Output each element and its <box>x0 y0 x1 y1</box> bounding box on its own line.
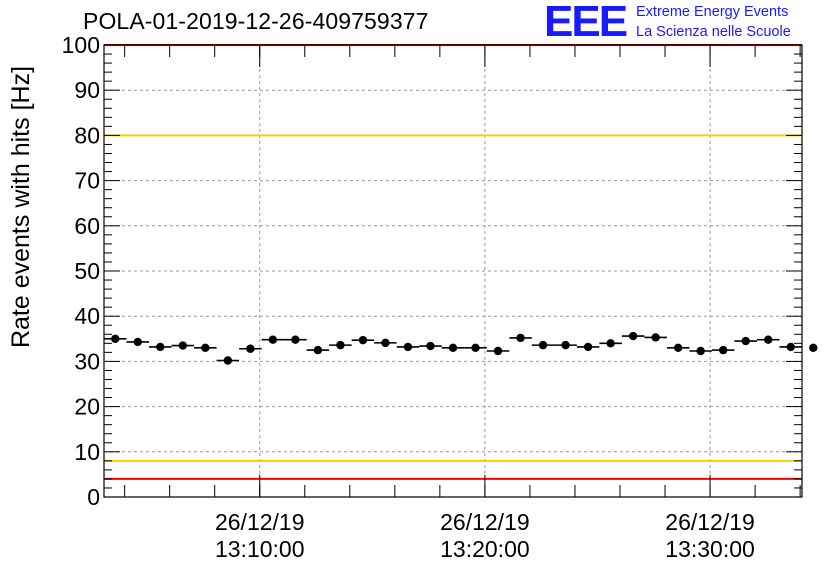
data-point <box>358 335 368 345</box>
data-point <box>336 340 345 350</box>
data-point <box>111 334 120 343</box>
logo-line-1: Extreme Energy Events <box>636 4 789 20</box>
data-point <box>178 341 188 350</box>
x-tick-label-time: 13:20:00 <box>440 536 530 562</box>
data-point <box>133 337 142 347</box>
grid <box>104 45 802 497</box>
data-point <box>426 341 435 351</box>
data-point <box>201 343 210 353</box>
data-point <box>268 335 278 344</box>
y-axis-label: Rate events with hits [Hz] <box>7 66 35 348</box>
data-point <box>516 333 525 343</box>
data-point <box>381 338 390 348</box>
data-point <box>651 333 660 342</box>
y-tick-label: 20 <box>74 394 100 420</box>
data-point <box>403 342 413 352</box>
data-point <box>156 342 165 352</box>
threshold-lines <box>104 44 802 480</box>
data-point <box>764 335 773 344</box>
logo-line-2: La Scienza nelle Scuole <box>636 24 791 40</box>
data-point <box>471 343 480 353</box>
axes: 010203040506070809010026/12/1913:10:0026… <box>62 32 803 562</box>
y-tick-label: 0 <box>87 484 100 510</box>
data-series <box>104 331 818 365</box>
data-point <box>246 344 255 353</box>
data-point <box>673 343 683 353</box>
data-point <box>493 346 503 356</box>
x-tick-label-date: 26/12/19 <box>215 509 305 535</box>
y-tick-label: 100 <box>62 32 100 58</box>
data-point <box>291 335 300 344</box>
x-tick-label-date: 26/12/19 <box>440 509 530 535</box>
x-tick-label-time: 13:30:00 <box>665 536 755 562</box>
data-point <box>313 345 323 355</box>
data-point <box>809 343 818 353</box>
data-point <box>741 336 750 346</box>
eee-logo: EEE <box>544 0 628 46</box>
y-tick-label: 10 <box>74 439 100 465</box>
y-tick-label: 70 <box>74 168 100 194</box>
x-tick-label-time: 13:10:00 <box>215 536 305 562</box>
data-point <box>628 331 638 341</box>
x-tick-label-date: 26/12/19 <box>665 509 755 535</box>
y-tick-label: 30 <box>74 348 100 374</box>
data-point <box>223 356 233 365</box>
y-tick-label: 40 <box>74 303 100 329</box>
y-tick-label: 80 <box>74 122 100 148</box>
data-point <box>448 343 458 353</box>
y-tick-label: 60 <box>74 213 100 239</box>
data-point <box>786 342 795 352</box>
data-point <box>696 346 705 356</box>
data-point <box>561 340 570 350</box>
data-point <box>606 339 615 348</box>
y-tick-label: 50 <box>74 258 100 284</box>
data-point <box>718 345 728 355</box>
data-point <box>538 340 548 350</box>
chart-title: POLA-01-2019-12-26-409759377 <box>83 8 429 34</box>
data-point <box>583 342 593 352</box>
y-tick-label: 90 <box>74 77 100 103</box>
